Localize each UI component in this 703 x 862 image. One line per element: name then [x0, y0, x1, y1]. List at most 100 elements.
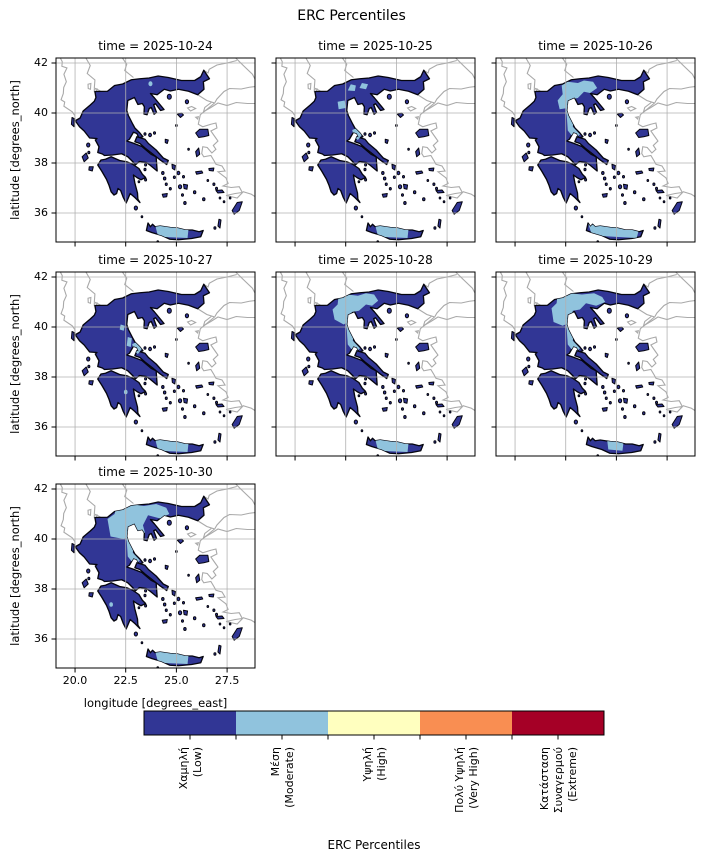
ikaria	[196, 171, 203, 174]
limnos	[177, 327, 183, 332]
aegina	[144, 594, 146, 596]
leros	[653, 183, 655, 185]
lefkada	[527, 357, 530, 361]
axis-ticks	[272, 63, 448, 247]
salamina	[145, 164, 147, 166]
lesbos	[196, 343, 209, 351]
milos	[162, 194, 167, 198]
ios	[621, 194, 623, 196]
corfu	[71, 332, 74, 341]
kythira	[354, 206, 357, 210]
gallipoli-coastline	[198, 521, 215, 539]
marmara-north-coastline	[435, 86, 476, 102]
naxos	[403, 184, 407, 189]
paros	[178, 185, 181, 189]
graticule	[56, 484, 255, 668]
syros	[393, 176, 395, 178]
salamina	[585, 164, 587, 166]
tilos	[223, 415, 225, 417]
chios	[416, 362, 420, 371]
skyros	[165, 139, 168, 143]
nisyros	[659, 197, 661, 199]
axis-ticks	[492, 277, 668, 461]
greek-islands	[511, 94, 682, 242]
astypalaia	[643, 412, 645, 415]
skyros	[385, 139, 388, 143]
albania-coastline	[60, 57, 75, 120]
map-plot-area	[56, 57, 255, 242]
map-plot-area	[276, 57, 476, 242]
zakynthos	[529, 167, 533, 171]
axes-frame	[496, 58, 695, 242]
map-panel	[50, 271, 256, 462]
ithaki	[88, 365, 90, 367]
nisyros	[219, 411, 221, 413]
kos	[216, 190, 224, 193]
kythira	[134, 206, 137, 210]
samothraki	[405, 100, 408, 104]
samothraki	[185, 100, 188, 104]
samothraki	[405, 314, 408, 318]
kasos	[214, 653, 216, 655]
bozcaada-island	[196, 331, 199, 333]
paros	[618, 399, 621, 403]
skiathos	[364, 347, 366, 349]
syros	[173, 390, 175, 392]
gallipoli-coastline	[418, 309, 435, 327]
albania-coastline	[280, 57, 295, 120]
lesbos	[416, 343, 429, 351]
sifnos	[389, 187, 391, 189]
bozcaada-island	[196, 543, 199, 545]
santorini	[404, 416, 406, 419]
colorbar-tick-label: Χαμηλή(Low)	[177, 747, 204, 789]
kalymnos	[216, 187, 218, 189]
x-axis-label: longitude [degrees_east]	[83, 696, 228, 710]
kythnos	[163, 603, 165, 606]
hydra	[145, 392, 147, 394]
samos	[209, 382, 214, 385]
mykonos	[402, 176, 404, 178]
lefkada	[307, 357, 310, 361]
map-panel	[270, 57, 476, 248]
antikythera	[361, 430, 363, 432]
marmara-north-coastline	[655, 86, 696, 102]
mykonos	[182, 602, 184, 604]
sifnos	[609, 402, 611, 404]
moderate-overlay	[119, 324, 125, 331]
rhodes	[232, 202, 242, 215]
spetses	[358, 181, 360, 183]
andros	[612, 164, 615, 170]
y-tick-label: 40	[34, 532, 48, 545]
nisyros	[439, 411, 441, 413]
patmos	[207, 394, 209, 396]
ikaria	[196, 385, 203, 388]
y-axis-label: latitude [degrees_north]	[8, 294, 22, 434]
y-tick-label: 40	[34, 106, 48, 119]
thasos	[387, 308, 391, 313]
moderate-overlay	[551, 293, 606, 326]
corfu	[511, 332, 514, 341]
subplot-title: time = 2025-10-29	[538, 253, 653, 267]
graticule	[496, 272, 695, 456]
samothraki	[625, 100, 628, 104]
corfu	[71, 544, 74, 553]
euboea	[575, 351, 608, 379]
corfu	[291, 118, 294, 127]
turkey-bulgaria-border	[424, 275, 457, 288]
colorbar-tick-label: Υψηλή(High)	[361, 747, 388, 782]
rhodes	[452, 202, 462, 215]
astypalaia	[203, 412, 205, 415]
amorgos	[413, 191, 415, 194]
sifnos	[169, 614, 171, 616]
zakynthos	[529, 381, 533, 385]
skiathos	[144, 133, 146, 135]
map-panel	[50, 483, 256, 674]
kos	[216, 404, 224, 407]
axes-frame	[56, 58, 255, 242]
hydra	[145, 605, 147, 607]
nisyros	[439, 197, 441, 199]
aegina	[364, 382, 366, 384]
thasos	[167, 520, 171, 525]
colorbar-tick-label: Πολύ Υψηλή(Very High)	[453, 747, 480, 813]
kythnos	[383, 391, 385, 394]
